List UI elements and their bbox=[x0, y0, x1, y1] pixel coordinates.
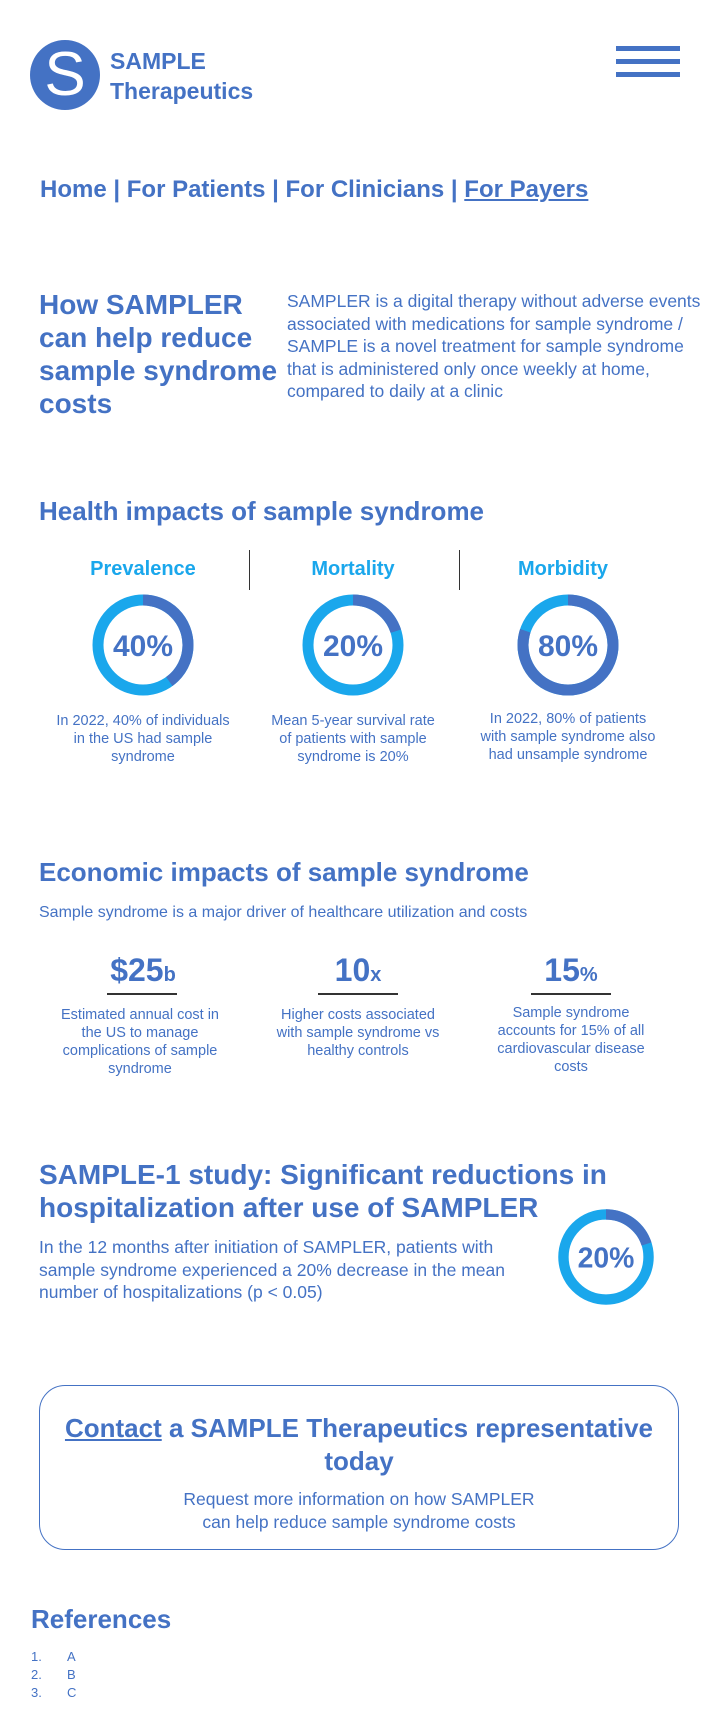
study-donut: 20% bbox=[558, 1209, 654, 1305]
intro-title: How SAMPLER can help reduce sample syndr… bbox=[39, 289, 278, 419]
stat-value-share: 15% bbox=[544, 952, 598, 988]
metric-label-prevalence: Prevalence bbox=[90, 558, 196, 580]
contact-heading: Contact a SAMPLE Therapeutics representa… bbox=[40, 1412, 678, 1478]
economic-subtitle: Sample syndrome is a major driver of hea… bbox=[39, 904, 528, 921]
divider bbox=[249, 550, 250, 590]
study-title: SAMPLE-1 study: Significant reductions i… bbox=[39, 1159, 607, 1223]
prevalence-donut: 40% bbox=[92, 594, 194, 696]
prevalence-donut-value: 40% bbox=[113, 630, 173, 663]
morbidity-donut: 80% bbox=[517, 594, 619, 696]
stat-underline bbox=[531, 993, 611, 995]
economic-impacts-title: Economic impacts of sample syndrome bbox=[39, 857, 529, 887]
hamburger-menu-icon[interactable] bbox=[616, 46, 680, 82]
contact-card: Contact a SAMPLE Therapeutics representa… bbox=[39, 1385, 679, 1550]
mortality-donut-segment bbox=[302, 594, 404, 696]
nav-separator: | bbox=[265, 176, 286, 203]
reference-item: 3. C bbox=[31, 1685, 77, 1700]
logo[interactable]: S bbox=[30, 40, 100, 110]
nav-for-payers[interactable]: For Payers bbox=[464, 176, 589, 203]
stat-value-multiplier: 10x bbox=[334, 952, 382, 988]
stat-underline bbox=[107, 993, 177, 995]
stat-caption-cost: Estimated annual cost in the US to manag… bbox=[61, 1007, 219, 1077]
brand-line-2: Therapeutics bbox=[110, 78, 254, 104]
intro-text: SAMPLER is a digital therapy without adv… bbox=[287, 291, 701, 401]
study-donut-segment bbox=[558, 1209, 654, 1305]
reference-item: 2. B bbox=[31, 1667, 76, 1682]
contact-text: Request more information on how SAMPLER … bbox=[183, 1489, 535, 1532]
top-nav: Home | For Patients | For Clinicians | F… bbox=[40, 176, 588, 204]
morbidity-caption: In 2022, 80% of patients with sample syn… bbox=[480, 711, 656, 763]
divider bbox=[459, 550, 460, 590]
health-impacts-title: Health impacts of sample syndrome bbox=[39, 496, 485, 526]
mortality-donut: 20% bbox=[302, 594, 404, 696]
mortality-caption: Mean 5-year survival rate of patients wi… bbox=[271, 713, 435, 765]
study-text: In the 12 months after initiation of SAM… bbox=[39, 1237, 505, 1302]
brand-line-1: SAMPLE bbox=[110, 48, 206, 74]
metric-label-mortality: Mortality bbox=[311, 558, 395, 580]
mortality-donut-value: 20% bbox=[323, 630, 383, 663]
stat-caption-multiplier: Higher costs associated with sample synd… bbox=[276, 1007, 440, 1059]
prevalence-caption: In 2022, 40% of individuals in the US ha… bbox=[56, 713, 230, 765]
stat-caption-share: Sample syndrome accounts for 15% of all … bbox=[497, 1005, 645, 1075]
stat-underline bbox=[318, 993, 398, 995]
nav-for-patients[interactable]: For Patients bbox=[126, 176, 266, 203]
morbidity-donut-value: 80% bbox=[538, 630, 598, 663]
morbidity-donut-segment bbox=[517, 594, 619, 696]
references-title: References bbox=[31, 1604, 172, 1634]
reference-item: 1. A bbox=[31, 1649, 76, 1664]
study-donut-value: 20% bbox=[578, 1242, 635, 1274]
references-list: 1. A 2. B 3. C bbox=[31, 1648, 76, 1702]
nav-separator: | bbox=[444, 176, 465, 203]
nav-home[interactable]: Home bbox=[40, 176, 107, 203]
nav-separator: | bbox=[106, 176, 127, 203]
brand-name[interactable]: SAMPLE Therapeutics bbox=[110, 46, 253, 106]
metric-label-morbidity: Morbidity bbox=[518, 558, 608, 580]
contact-heading-rest: a SAMPLE Therapeutics representative tod… bbox=[161, 1413, 654, 1476]
nav-for-clinicians[interactable]: For Clinicians bbox=[285, 176, 445, 203]
stat-value-cost: $25b bbox=[110, 952, 176, 988]
contact-link[interactable]: Contact bbox=[64, 1413, 162, 1443]
prevalence-donut-segment bbox=[92, 594, 194, 696]
